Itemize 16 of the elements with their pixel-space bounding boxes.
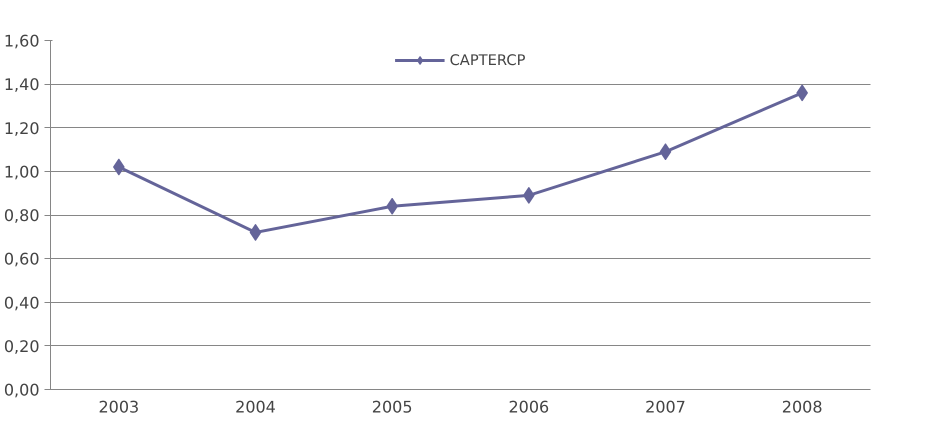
y-tick-label: 1,60 [4, 32, 40, 50]
x-tick-label: 2003 [98, 398, 140, 416]
y-tick-label: 0,80 [4, 206, 40, 225]
x-tick-label: 2005 [372, 398, 413, 416]
x-tick-label: 2007 [645, 398, 686, 416]
y-tick-label: 1,40 [4, 75, 40, 94]
x-tick-label: 2006 [508, 398, 550, 416]
legend-label: CAPTERCP [450, 52, 526, 68]
y-tick-label: 0,00 [4, 380, 40, 400]
x-tick-label: 2008 [782, 398, 823, 416]
y-tick-label: 0,40 [4, 293, 40, 312]
y-tick-label: 1,00 [4, 162, 40, 182]
y-tick-label: 1,20 [4, 118, 40, 138]
x-tick-label: 2004 [235, 398, 276, 416]
y-tick-label: 0,60 [4, 250, 40, 269]
y-tick-label: 0,20 [4, 336, 40, 356]
